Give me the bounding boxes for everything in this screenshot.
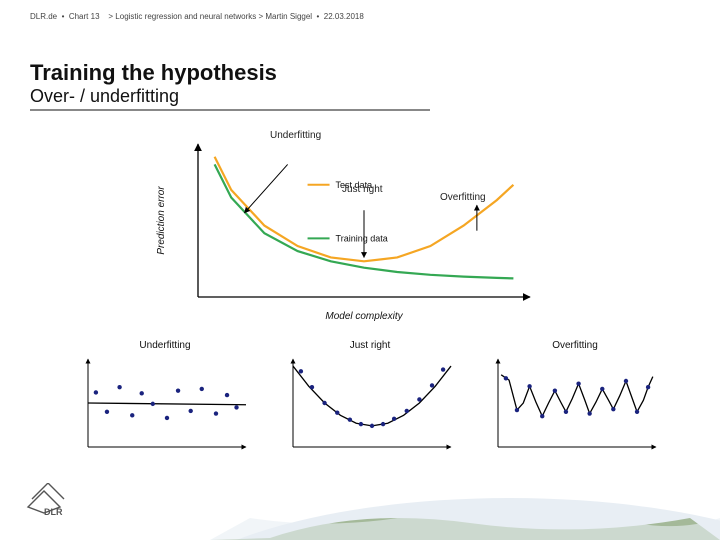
svg-text:Training data: Training data [336, 233, 388, 243]
panel-underfitting: Underfitting [80, 340, 250, 460]
svg-text:Model complexity: Model complexity [325, 311, 403, 322]
bias-variance-chart: Model complexityPrediction errorTest dat… [150, 130, 540, 325]
bias-variance-svg: Model complexityPrediction errorTest dat… [150, 130, 540, 325]
svg-text:Prediction error: Prediction error [156, 186, 167, 255]
fit-examples-row: Underfitting Just right Overfitting [80, 340, 660, 460]
annotation-underfitting: Underfitting [270, 130, 321, 141]
panel-caption: Overfitting [490, 340, 660, 351]
dlr-logo: DLR [24, 483, 80, 522]
dlr-logo-svg: DLR [24, 483, 80, 517]
panel-caption: Underfitting [80, 340, 250, 351]
annotation-just-right: Just right [342, 184, 383, 195]
slide-root: DLR.de • Chart 13 > Logistic regression … [0, 0, 720, 540]
panel-caption: Just right [285, 340, 455, 351]
dlr-logo-text: DLR [44, 507, 63, 517]
title-block: Training the hypothesis Over- / underfit… [30, 60, 430, 111]
page-subtitle: Over- / underfitting [30, 86, 430, 111]
annotation-overfitting: Overfitting [440, 192, 486, 203]
meta-breadcrumb: > Logistic regression and neural network… [108, 12, 312, 21]
panel-svg-underfitting [80, 355, 250, 455]
footer-globe-svg [210, 488, 720, 540]
meta-site: DLR.de [30, 12, 57, 21]
top-meta: DLR.de • Chart 13 > Logistic regression … [30, 12, 364, 21]
footer-globe-image [210, 488, 720, 540]
panel-svg-overfitting [490, 355, 660, 455]
panel-overfitting: Overfitting [490, 340, 660, 460]
meta-chart-no: Chart 13 [69, 12, 100, 21]
page-title: Training the hypothesis [30, 60, 430, 86]
meta-date: 22.03.2018 [324, 12, 364, 21]
panel-svg-just-right [285, 355, 455, 455]
panel-just-right: Just right [285, 340, 455, 460]
